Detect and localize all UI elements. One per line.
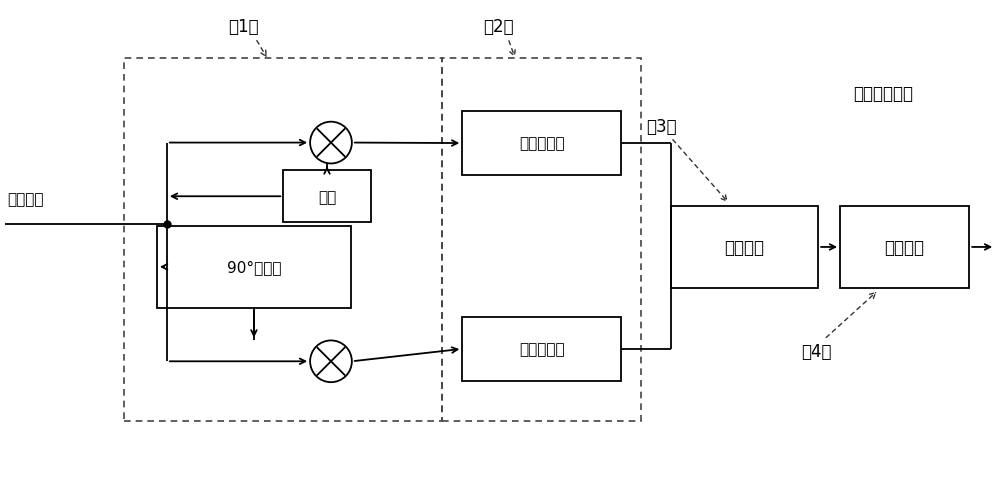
Bar	[462, 111, 621, 176]
Bar	[462, 317, 621, 382]
Text: 信号输入: 信号输入	[7, 192, 43, 207]
Text: 低通滤波器: 低通滤波器	[519, 342, 565, 357]
Bar	[442, 59, 641, 421]
Text: 本振: 本振	[318, 189, 336, 204]
Text: 低通滤波器: 低通滤波器	[519, 136, 565, 151]
Text: （4）: （4）	[801, 343, 831, 360]
Bar	[671, 207, 818, 288]
Text: （1）: （1）	[228, 18, 259, 36]
Text: 检测信息输出: 检测信息输出	[853, 84, 913, 103]
Text: 90°相移器: 90°相移器	[227, 260, 281, 275]
Text: （3）: （3）	[646, 118, 676, 135]
Circle shape	[310, 122, 352, 164]
Circle shape	[310, 341, 352, 383]
Bar	[840, 207, 969, 288]
Bar	[283, 171, 371, 223]
Text: 目标检测: 目标检测	[885, 239, 925, 256]
Bar	[157, 227, 351, 308]
Text: 脉冲压缩: 脉冲压缩	[725, 239, 765, 256]
Text: （2）: （2）	[483, 18, 513, 36]
Bar	[124, 59, 442, 421]
